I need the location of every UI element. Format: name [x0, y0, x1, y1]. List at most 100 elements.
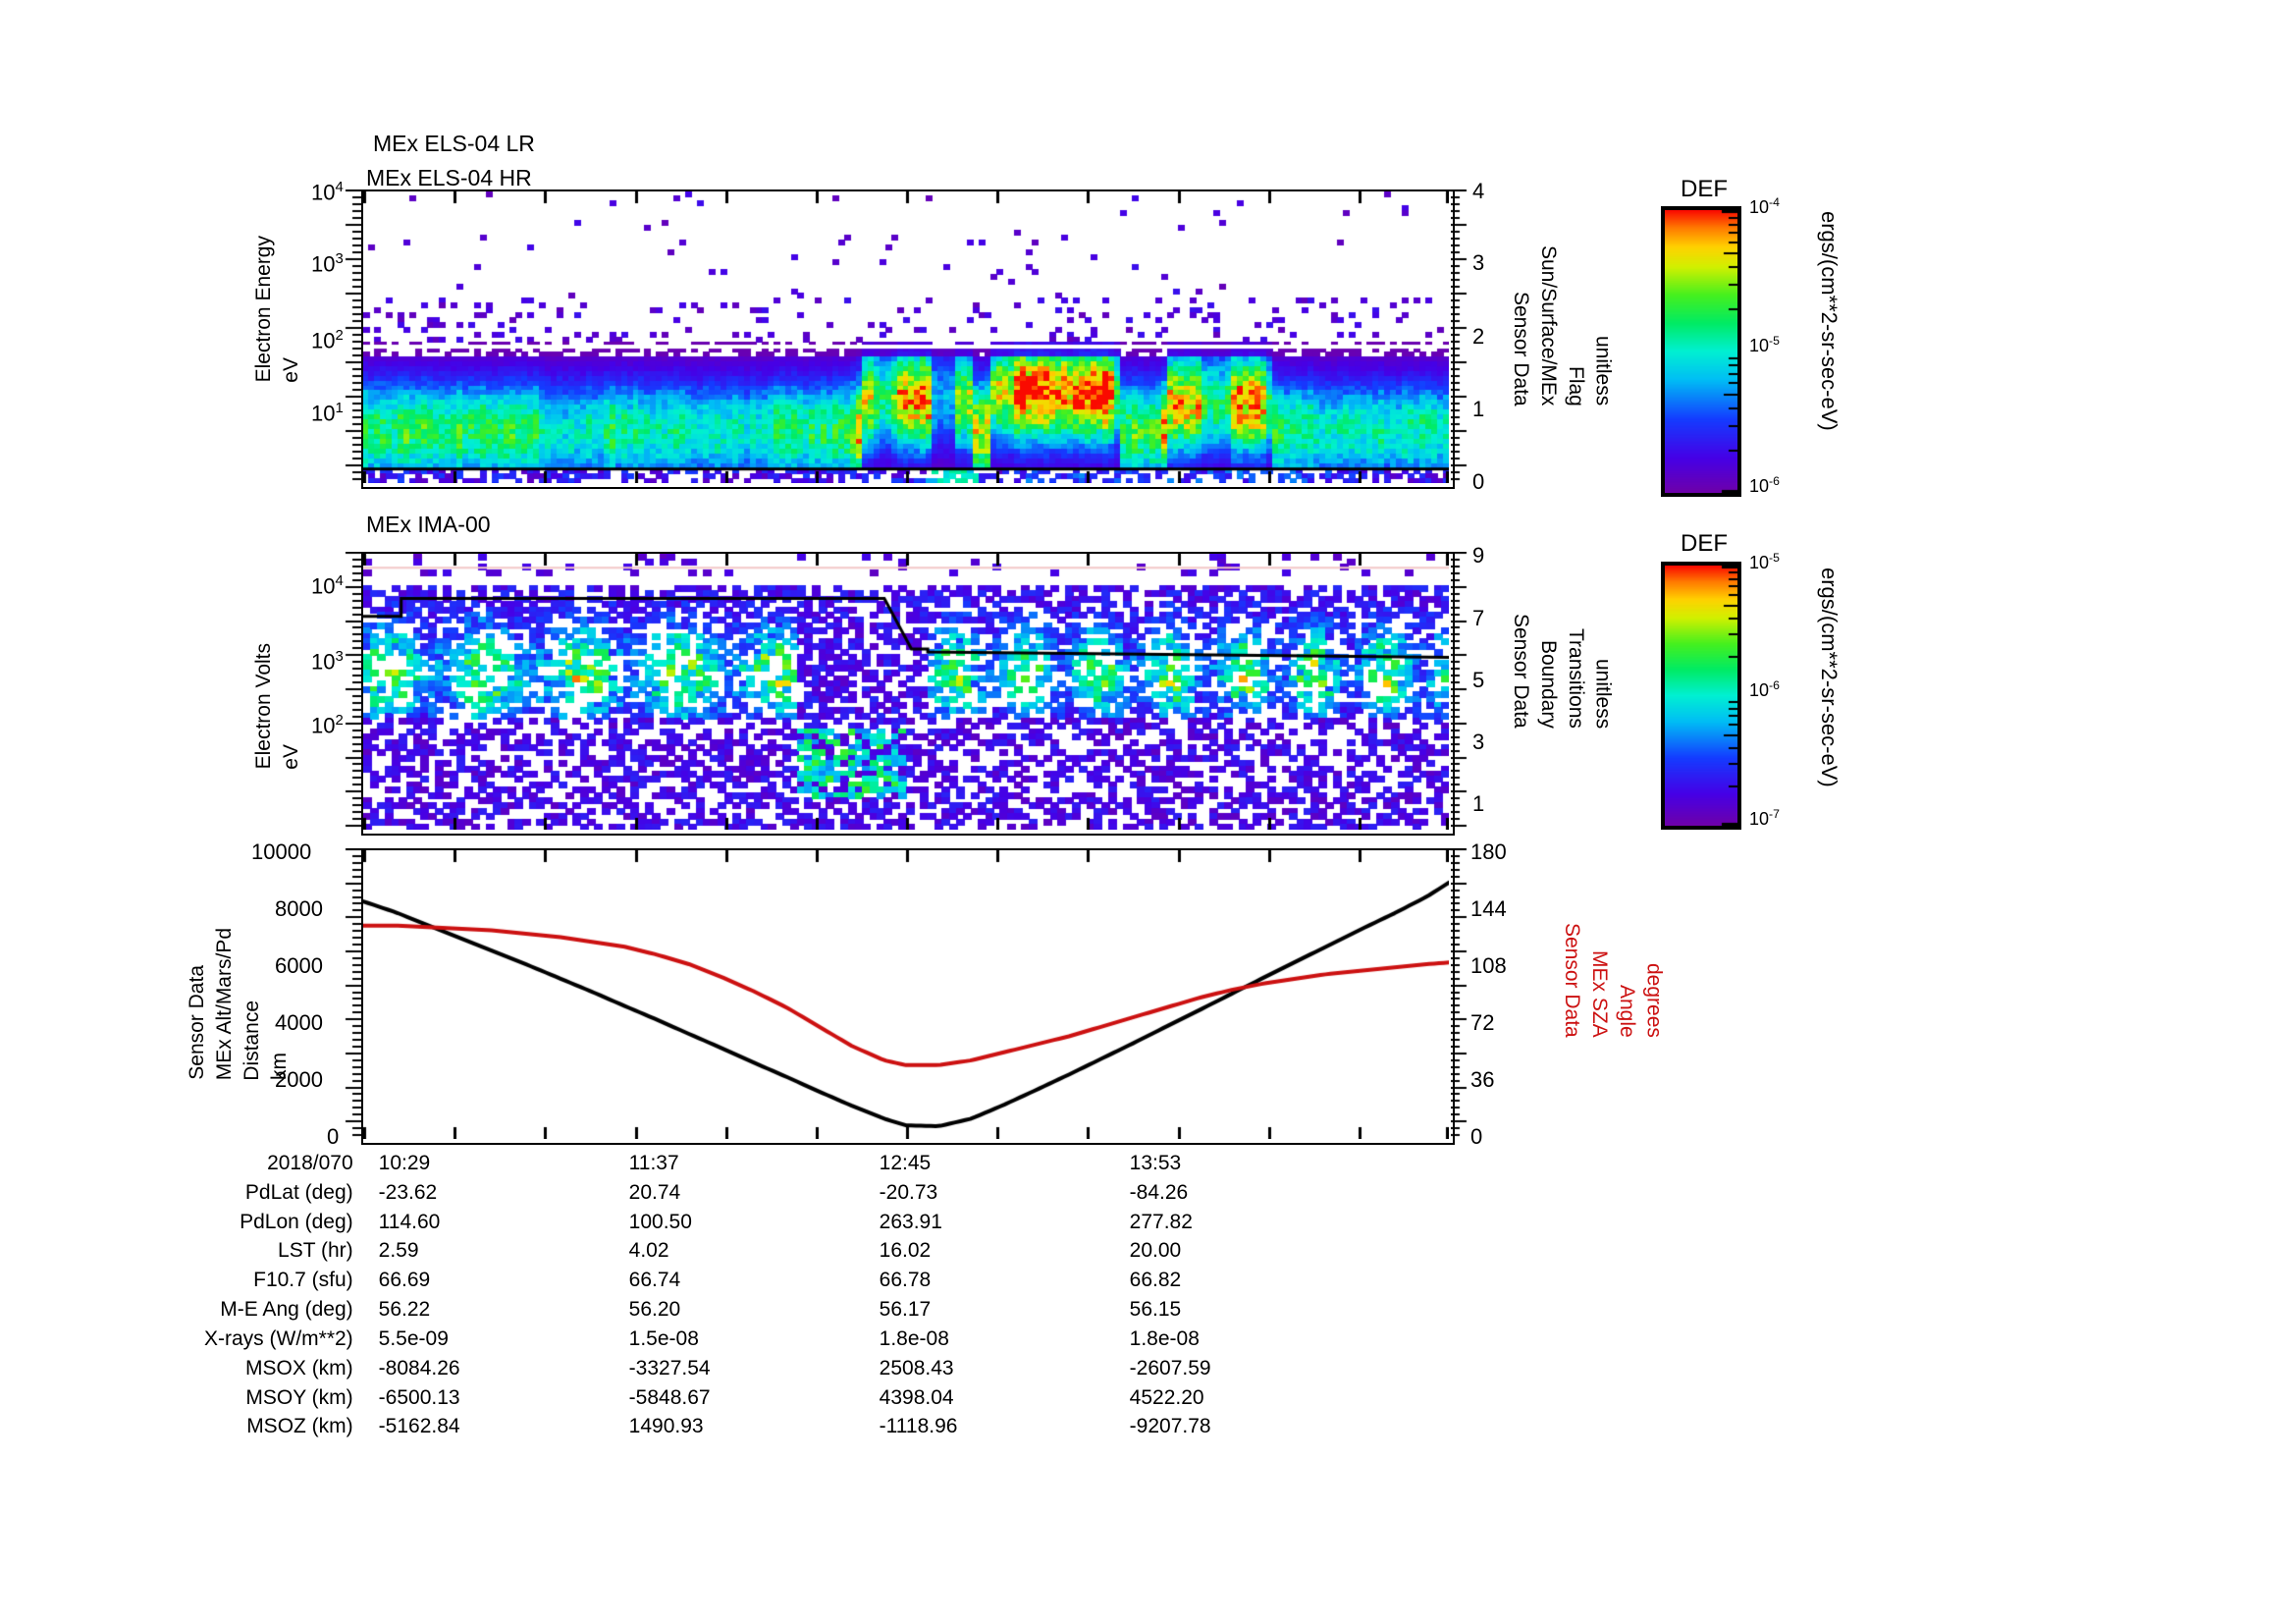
els-ytick-10e3: 103	[311, 250, 344, 277]
colorbar-2	[1661, 562, 1741, 830]
table-row: X-rays (W/m**2) 5.5e-09 1.5e-08 1.8e-08 1.8e…	[204, 1325, 1380, 1354]
table-cell: 263.91	[879, 1210, 942, 1233]
els-right-axis-line2: Sun/Surface/MEx	[1536, 245, 1560, 406]
colorbar-1-title: DEF	[1681, 176, 1728, 202]
table-row: LST (hr) 2.59 4.02 16.02 20.00	[204, 1236, 1380, 1266]
ima-right-tick-7: 7	[1472, 606, 1485, 630]
ima-right-tick-1: 1	[1472, 791, 1485, 816]
els-ytick-10e4: 104	[311, 179, 344, 205]
els-right-tick-3: 3	[1472, 250, 1485, 275]
alt-ytick-4000: 4000	[275, 1010, 323, 1035]
alt-left-axis-line1: Sensor Data	[186, 965, 208, 1081]
colorbar-2-unit-text: ergs/(cm**2-sr-sec-eV)	[1817, 568, 1842, 787]
table-cell: 56.22	[378, 1298, 431, 1322]
panel-alt-sza-plot[interactable]	[361, 848, 1455, 1145]
ima-right-axis-line4: unitless	[1591, 658, 1615, 729]
ima-left-axis-line1: Electron Volts	[252, 643, 275, 770]
table-cell: 4.02	[628, 1239, 669, 1263]
panel-els-right-axis-label: Sensor Data Sun/Surface/MEx Flag unitles…	[1510, 245, 1615, 410]
sza-ytick-72: 72	[1470, 1010, 1495, 1035]
table-cell: 20.74	[628, 1180, 681, 1204]
table-cell: 12:45	[879, 1152, 932, 1174]
panel-els-left-axis-label: Electron Energy eV	[252, 236, 302, 387]
table-row: M-E Ang (deg) 56.22 56.20 56.17 56.15	[204, 1295, 1380, 1325]
table-row: MSOZ (km) -5162.84 1490.93 -1118.96 -9207.78	[204, 1412, 1380, 1441]
axis-tick-ladder	[344, 189, 361, 485]
panel-ima-right-axis-label: Sensor Data Boundary Transitions unitles…	[1510, 614, 1615, 733]
ima-ytick-10e4: 104	[311, 572, 344, 599]
alt-ytick-6000: 6000	[275, 953, 323, 978]
els-right-tick-0: 0	[1472, 469, 1485, 494]
sza-ytick-108: 108	[1470, 953, 1507, 978]
sza-right-axis-line2: MEx SZA	[1587, 950, 1611, 1038]
colorbar-1	[1661, 206, 1741, 497]
ima-right-axis-line1: Sensor Data	[1510, 614, 1533, 729]
ima-right-axis-line2: Boundary	[1536, 639, 1560, 729]
sza-ytick-144: 144	[1470, 896, 1507, 921]
table-cell: 4398.04	[879, 1385, 954, 1409]
els-right-tick-1: 1	[1472, 397, 1485, 421]
table-cell: 1.5e-08	[628, 1326, 699, 1350]
table-row-label: LST (hr)	[278, 1239, 353, 1263]
sza-right-axis-line1: Sensor Data	[1561, 923, 1584, 1038]
panel-alt-left-axis-label: Sensor Data MEx Alt/Mars/Pd Distance km	[186, 928, 291, 1085]
ephemeris-table: 2018/070 10:29 11:37 12:45 13:53 PdLat (deg) -…	[204, 1149, 1380, 1441]
table-row: PdLon (deg) 114.60 100.50 263.91 277.82	[204, 1208, 1380, 1237]
table-row-label: PdLat (deg)	[244, 1180, 353, 1204]
table-row: 2018/070 10:29 11:37 12:45 13:53	[204, 1149, 1380, 1178]
table-cell: 13:53	[1129, 1152, 1182, 1174]
table-cell: -5162.84	[378, 1415, 460, 1438]
table-cell: 66.74	[628, 1269, 681, 1292]
sza-ytick-180: 180	[1470, 839, 1507, 864]
ima-right-tick-9: 9	[1472, 543, 1485, 568]
sza-right-axis-line4: degrees	[1642, 962, 1666, 1038]
table-cell: 1.8e-08	[1129, 1326, 1200, 1350]
colorbar-2-unit-label: ergs/(cm**2-sr-sec-eV)	[1817, 568, 1842, 791]
axis-tick-ladder	[344, 848, 361, 1141]
ima-right-axis-line3: Transitions	[1564, 627, 1587, 729]
panel-els-spectrogram[interactable]	[361, 189, 1455, 489]
colorbar-2-max-label: 10-5	[1749, 551, 1780, 572]
table-cell: -6500.13	[378, 1385, 460, 1409]
table-row-label: MSOZ (km)	[246, 1415, 353, 1438]
table-cell: -84.26	[1129, 1180, 1189, 1204]
table-row: F10.7 (sfu) 66.69 66.74 66.78 66.82	[204, 1266, 1380, 1295]
table-row-label: F10.7 (sfu)	[253, 1269, 353, 1292]
table-cell: 56.20	[628, 1298, 681, 1322]
els-right-tick-4: 4	[1472, 179, 1485, 203]
table-row: MSOX (km) -8084.26 -3327.54 2508.43 -2607.59	[204, 1354, 1380, 1383]
table-cell: 2508.43	[879, 1356, 954, 1380]
panel-ima-spectrogram[interactable]	[361, 552, 1455, 836]
colorbar-1-unit-label: ergs/(cm**2-sr-sec-eV)	[1817, 211, 1842, 435]
els-ytick-10e1: 101	[311, 400, 344, 426]
table-cell: -8084.26	[378, 1356, 460, 1380]
sza-ytick-0: 0	[1470, 1124, 1483, 1149]
els-ytick-10e2: 102	[311, 327, 344, 353]
colorbar-1-mid-label: 10-5	[1749, 334, 1780, 355]
axis-tick-ladder	[1451, 848, 1468, 1141]
colorbar-2-min-label: 10-7	[1749, 807, 1780, 829]
table-cell: 1.8e-08	[879, 1326, 949, 1350]
table-cell: -5848.67	[628, 1385, 711, 1409]
els-left-axis-line2: eV	[279, 356, 302, 383]
els-right-axis-line3: Flag	[1564, 365, 1587, 406]
table-cell: -1118.96	[879, 1415, 958, 1438]
table-cell: -9207.78	[1129, 1415, 1211, 1438]
table-cell: 66.69	[378, 1269, 431, 1292]
table-cell: 114.60	[378, 1210, 441, 1233]
table-cell: 56.17	[879, 1298, 932, 1322]
colorbar-1-max-label: 10-4	[1749, 195, 1780, 217]
table-row-label: M-E Ang (deg)	[220, 1298, 353, 1322]
table-row-label: MSOY (km)	[245, 1385, 353, 1409]
els-right-axis-line4: unitless	[1591, 336, 1615, 406]
panel-sza-right-axis-label: Sensor Data MEx SZA Angle degrees	[1561, 923, 1666, 1043]
ima-right-tick-3: 3	[1472, 730, 1485, 754]
table-cell: 20.00	[1129, 1239, 1182, 1263]
colorbar-1-min-label: 10-6	[1749, 474, 1780, 496]
alt-ytick-2000: 2000	[275, 1067, 323, 1092]
alt-ytick-8000: 8000	[275, 896, 323, 921]
alt-ytick-0: 0	[327, 1124, 340, 1149]
els-right-axis-line1: Sensor Data	[1510, 291, 1533, 406]
table-row-label: PdLon (deg)	[240, 1210, 353, 1233]
table-cell: -3327.54	[628, 1356, 711, 1380]
